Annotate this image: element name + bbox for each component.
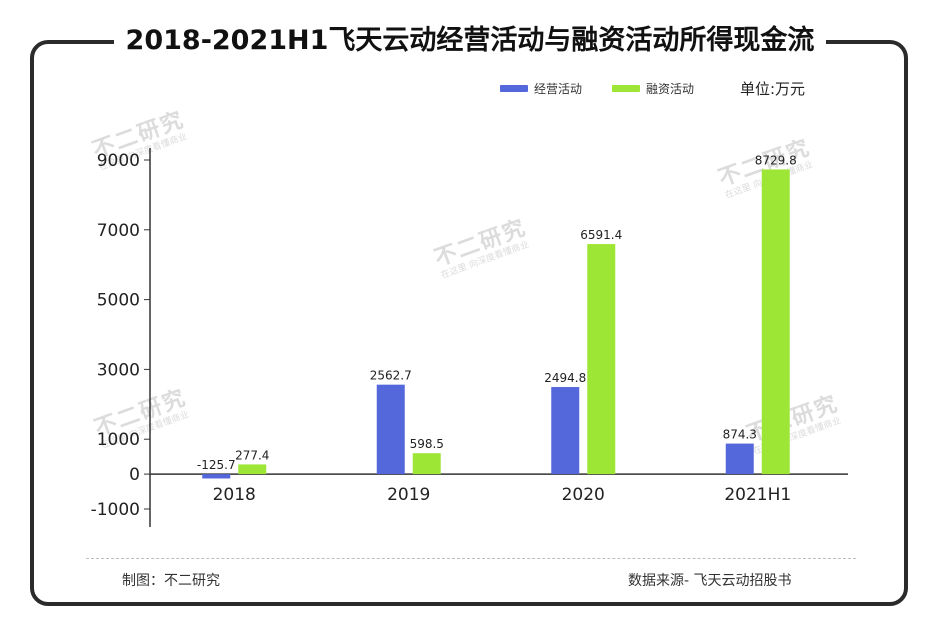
legend-item-financing: 融资活动	[612, 80, 694, 97]
bar-operating	[725, 443, 754, 475]
bar-financing	[412, 453, 441, 475]
bar-operating	[376, 384, 405, 475]
legend-swatch-operating	[500, 85, 528, 92]
legend-item-operating: 经营活动	[500, 80, 582, 97]
bar-financing	[761, 169, 790, 475]
y-tick-label: 0	[129, 465, 140, 485]
data-label: 598.5	[410, 437, 444, 451]
footer-divider	[86, 558, 856, 559]
data-label: 874.3	[723, 428, 757, 442]
y-tick-label: 3000	[97, 360, 140, 380]
y-tick-label: -1000	[91, 500, 140, 520]
data-label: 8729.8	[755, 153, 797, 167]
bar-financing	[587, 244, 616, 475]
x-tick-label: 2020	[562, 485, 605, 505]
unit-label: 单位:万元	[740, 80, 806, 98]
y-tick-label: 9000	[97, 151, 140, 171]
x-tick-label: 2021H1	[724, 485, 791, 505]
legend-label-financing: 融资活动	[646, 82, 695, 96]
legend: 经营活动 融资活动	[500, 80, 724, 97]
chart-title: 2018-2021H1飞天云动经营活动与融资活动所得现金流	[0, 18, 940, 57]
data-label: -125.7	[197, 458, 236, 472]
footer-maker: 制图：不二研究	[122, 573, 220, 589]
y-tick-label: 7000	[97, 221, 140, 241]
bar-operating	[551, 387, 580, 475]
x-tick-label: 2019	[387, 485, 430, 505]
bar-operating	[202, 474, 231, 479]
x-tick-label: 2018	[213, 485, 256, 505]
data-label: 2494.8	[544, 371, 586, 385]
y-tick-label: 1000	[97, 430, 140, 450]
footer-source: 数据来源- 飞天云动招股书	[628, 573, 792, 589]
legend-label-operating: 经营活动	[534, 82, 583, 96]
data-label: 6591.4	[580, 228, 622, 242]
legend-swatch-financing	[612, 85, 641, 92]
bar-financing	[238, 464, 267, 475]
data-label: 277.4	[235, 448, 269, 462]
data-label: 2562.7	[370, 369, 412, 383]
y-tick-label: 5000	[97, 291, 140, 311]
